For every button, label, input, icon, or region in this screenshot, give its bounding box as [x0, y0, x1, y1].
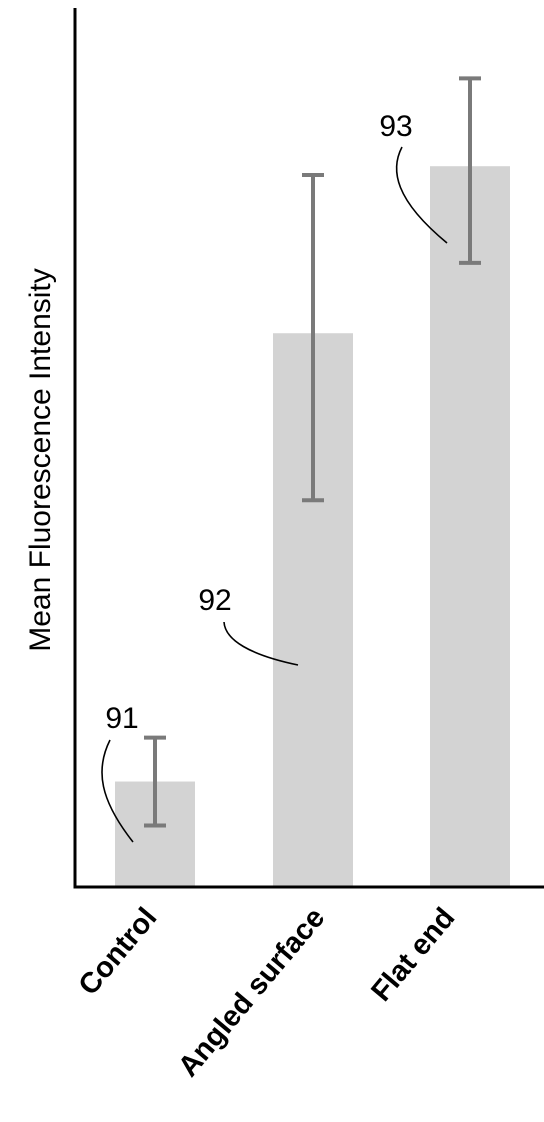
y-axis-label: Mean Fluorescence Intensity: [24, 268, 57, 652]
category-label-control: Control: [73, 902, 164, 1002]
annotation-label-91: 91: [105, 702, 138, 735]
annotation-label-92: 92: [198, 584, 231, 617]
bar-flat-end: [430, 166, 510, 887]
category-labels-layer: ControlAngled surface Flat end: [73, 902, 462, 1083]
category-label-angled-surface: Angled surface: [172, 902, 331, 1083]
annotation-label-93: 93: [379, 110, 412, 143]
annotation-labels-layer: 91 92 93: [105, 110, 412, 735]
category-label-flat-end: Flat end: [365, 902, 461, 1008]
